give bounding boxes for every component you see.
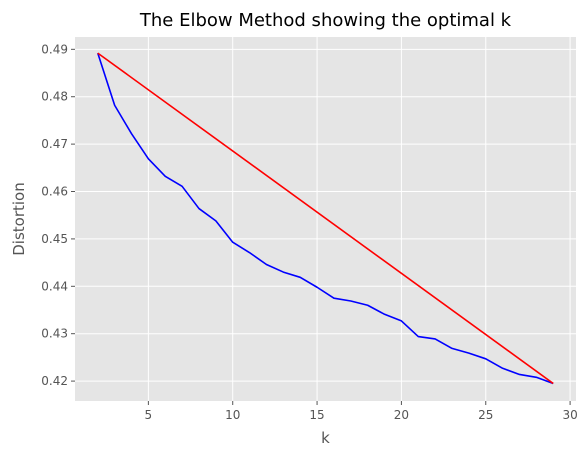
x-tick-label: 30: [562, 408, 577, 422]
reference-line: [97, 52, 554, 385]
x-axis-label: k: [321, 429, 330, 447]
y-axis-ticks: 0.42 0.43 0.44 0.45 0.46 0.47 0.48 0.49: [41, 42, 75, 388]
y-tick-label: 0.42: [41, 374, 68, 388]
chart-title: The Elbow Method showing the optimal k: [139, 10, 512, 31]
y-tick-label: 0.48: [41, 90, 68, 104]
y-tick-label: 0.44: [41, 279, 68, 293]
x-axis-ticks: 5 10 15 20 25 30: [145, 401, 578, 422]
x-tick-label: 5: [145, 408, 153, 422]
x-tick-label: 15: [309, 408, 324, 422]
y-tick-label: 0.47: [41, 137, 68, 151]
grid-lines: [75, 37, 576, 401]
x-tick-label: 20: [394, 408, 409, 422]
x-tick-label: 25: [478, 408, 493, 422]
distortion-line: [97, 52, 554, 385]
y-tick-label: 0.49: [41, 42, 68, 56]
y-tick-label: 0.43: [41, 327, 68, 341]
series-layer: [97, 52, 554, 385]
y-tick-label: 0.46: [41, 185, 68, 199]
x-tick-label: 10: [225, 408, 240, 422]
y-tick-label: 0.45: [41, 232, 68, 246]
y-axis-label: Distortion: [10, 182, 28, 256]
